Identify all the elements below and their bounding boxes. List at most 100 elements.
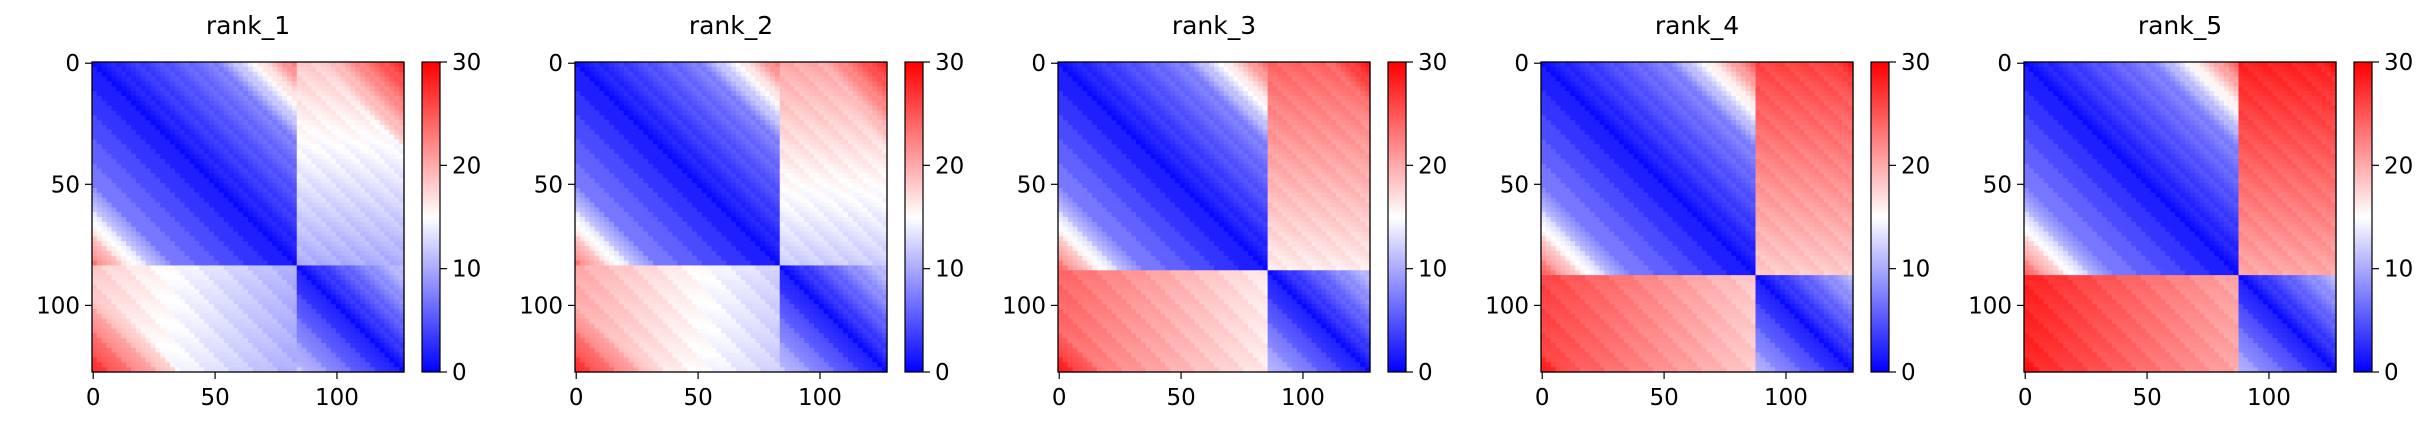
heatmap-cell [263,256,268,261]
heatmap-cell [277,227,282,232]
heatmap-cell [268,290,273,295]
heatmap-cell [194,304,199,309]
heatmap-cell [389,207,394,212]
heatmap-cell [843,91,848,96]
heatmap-cell [624,96,629,101]
heatmap-cell [326,154,331,159]
heatmap-cell [248,236,253,241]
heatmap-cell [272,304,277,309]
heatmap-cell [141,169,146,174]
heatmap-cell [394,299,399,304]
heatmap-cell [316,256,321,261]
heatmap-cell [599,115,604,120]
heatmap-cell [321,285,326,290]
heatmap-cell [253,304,258,309]
heatmap-cell [326,333,331,338]
heatmap-cell [116,212,121,217]
heatmap-cell [97,96,102,101]
heatmap-cell [297,251,302,256]
heatmap-cell [311,154,316,159]
heatmap-cell [790,120,795,125]
heatmap-cell [170,304,175,309]
heatmap-cell [868,120,873,125]
heatmap-cell [107,241,112,246]
heatmap-cell [233,338,238,343]
heatmap-cell [126,125,131,130]
heatmap-cell [355,164,360,169]
heatmap-cell [92,246,97,251]
heatmap-cell [126,295,131,300]
heatmap-cell [263,232,268,237]
heatmap-cell [687,77,692,82]
heatmap-cell [199,227,204,232]
heatmap-cell [170,246,175,251]
heatmap-cell [292,130,297,135]
heatmap-cell [355,256,360,261]
heatmap-cell [809,101,814,106]
heatmap-cell [116,72,121,77]
heatmap-cell [360,353,365,358]
heatmap-cell [224,280,229,285]
heatmap-cell [350,96,355,101]
heatmap-cell [233,188,238,193]
heatmap-cell [233,91,238,96]
heatmap-cell [702,110,707,115]
heatmap-cell [692,81,697,86]
heatmap-cell [92,86,97,91]
heatmap-cell [165,159,170,164]
heatmap-cell [341,256,346,261]
heatmap-cell [229,140,234,145]
heatmap-cell [785,120,790,125]
heatmap-cell [126,62,131,67]
heatmap-cell [736,77,741,82]
heatmap-cell [702,101,707,106]
heatmap-cell [204,319,209,324]
heatmap-cell [233,343,238,348]
heatmap-cell [253,299,258,304]
heatmap-cell [185,110,190,115]
heatmap-cell [350,149,355,154]
heatmap-cell [287,120,292,125]
heatmap-cell [595,62,600,67]
heatmap-cell [190,222,195,227]
heatmap-cell [238,319,243,324]
heatmap-cell [146,232,151,237]
heatmap-cell [360,62,365,67]
heatmap-cell [185,217,190,222]
heatmap-cell [360,328,365,333]
heatmap-cell [92,275,97,280]
heatmap-cell [233,130,238,135]
heatmap-cell [238,343,243,348]
heatmap-cell [760,67,765,72]
heatmap-cell [146,333,151,338]
heatmap-cell [375,193,380,198]
heatmap-cell [243,357,248,362]
heatmap-cell [102,81,107,86]
heatmap-cell [209,62,214,67]
heatmap-cell [248,314,253,319]
heatmap-cell [253,212,258,217]
heatmap-cell [702,67,707,72]
heatmap-cell [375,362,380,367]
heatmap-cell [302,62,307,67]
heatmap-cell [355,81,360,86]
heatmap-cell [97,188,102,193]
heatmap-cell [229,222,234,227]
heatmap-cell [170,232,175,237]
heatmap-cell [365,120,370,125]
heatmap-cell [590,125,595,130]
heatmap-cell [380,183,385,188]
heatmap-cell [385,270,390,275]
heatmap-cell [838,86,843,91]
heatmap-cell [102,232,107,237]
heatmap-cell [389,314,394,319]
heatmap-cell [97,314,102,319]
heatmap-cell [209,227,214,232]
heatmap-cell [136,256,141,261]
heatmap-cell [394,207,399,212]
heatmap-cell [268,86,273,91]
heatmap-cell [375,169,380,174]
heatmap-cell [151,333,156,338]
heatmap-cell [233,222,238,227]
heatmap-cell [311,110,316,115]
